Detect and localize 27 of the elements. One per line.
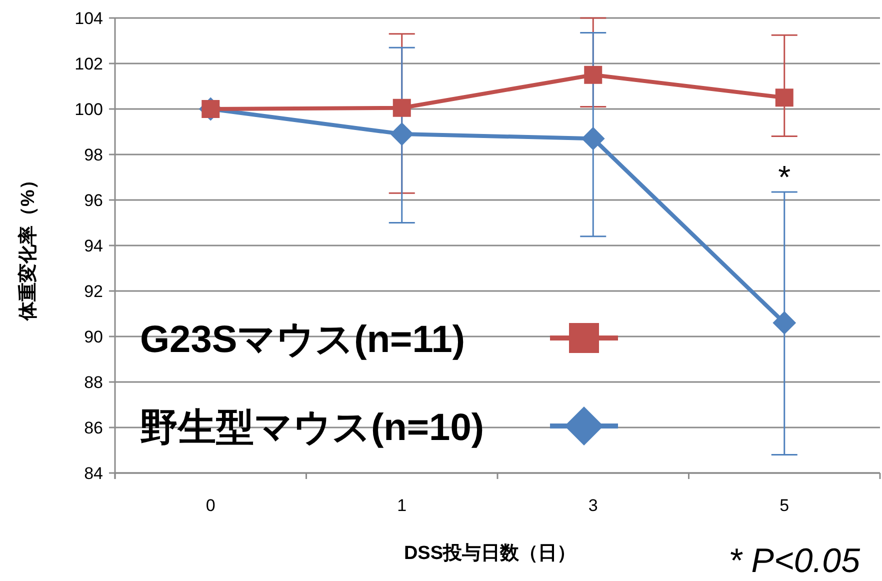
- y-tick-label: 86: [84, 418, 103, 438]
- y-tick-label: 88: [84, 373, 103, 392]
- point: [581, 126, 605, 150]
- y-axis-title: 体重変化率（%）: [17, 170, 39, 322]
- x-tick-label: 5: [780, 496, 790, 515]
- point: [772, 311, 796, 335]
- point: [392, 98, 411, 117]
- point: [584, 66, 602, 84]
- y-tick-label: 98: [84, 146, 103, 164]
- point: [390, 122, 414, 146]
- x-tick-label: 0: [206, 496, 216, 515]
- x-tick-label: 3: [588, 496, 598, 515]
- point: [775, 88, 794, 107]
- text: * P<0.05: [728, 542, 860, 580]
- legend-label: G23Sマウス(n=11): [140, 319, 466, 361]
- y-tick-label: 96: [84, 191, 103, 210]
- y-tick-label: 104: [74, 9, 103, 28]
- y-tick-label: 94: [84, 236, 103, 256]
- y-tick-label: 102: [74, 54, 103, 74]
- x-tick-label: 1: [397, 496, 407, 515]
- legend-label: 野生型マウス(n=10): [140, 407, 484, 449]
- y-tick-label: 84: [84, 464, 103, 483]
- y-tick-label: 100: [74, 100, 103, 119]
- y-tick-label: 90: [84, 328, 103, 346]
- x-axis-title: DSS投与日数（日）: [404, 542, 576, 564]
- annotation: *: [778, 159, 791, 196]
- y-tick-label: 92: [84, 282, 103, 301]
